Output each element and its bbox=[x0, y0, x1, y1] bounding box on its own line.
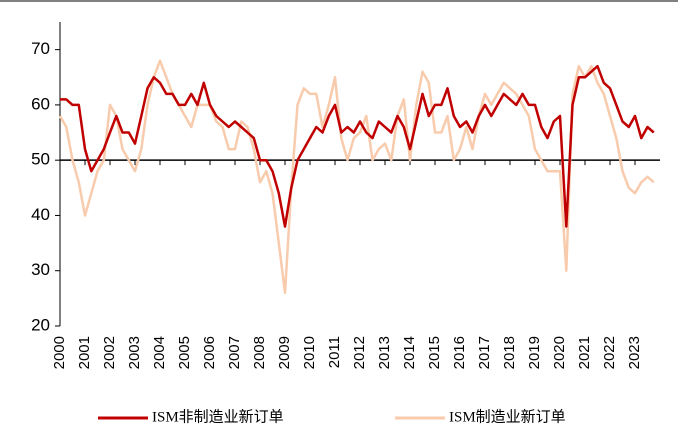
x-tick-label: 2003 bbox=[126, 336, 143, 369]
series-line bbox=[58, 59, 655, 295]
x-tick-label: 2008 bbox=[251, 336, 268, 369]
x-tick-label: 2002 bbox=[101, 336, 118, 369]
x-tick-label: 2023 bbox=[626, 336, 643, 369]
x-tick-label: 2017 bbox=[476, 336, 493, 369]
x-tick-label: 2009 bbox=[276, 336, 293, 369]
x-tick-label: 2019 bbox=[526, 336, 543, 369]
x-tick-label: 2021 bbox=[576, 336, 593, 369]
x-tick-label: 2012 bbox=[351, 336, 368, 369]
y-tick-label: 70 bbox=[31, 39, 50, 58]
x-tick-label: 2001 bbox=[76, 336, 93, 369]
x-tick-label: 2011 bbox=[326, 336, 343, 368]
x-tick-label: 2016 bbox=[451, 336, 468, 369]
x-tick-label: 2014 bbox=[401, 336, 418, 369]
y-tick-label: 60 bbox=[31, 94, 50, 113]
y-tick-label: 30 bbox=[31, 260, 50, 279]
x-tick-label: 2015 bbox=[426, 336, 443, 369]
y-tick-label: 40 bbox=[31, 205, 50, 224]
x-tick-label: 2013 bbox=[376, 336, 393, 369]
x-tick-label: 2018 bbox=[501, 336, 518, 369]
legend-label: ISM制造业新订单 bbox=[449, 408, 566, 425]
x-tick-label: 2000 bbox=[51, 336, 68, 369]
x-tick-label: 2007 bbox=[226, 336, 243, 369]
y-tick-label: 20 bbox=[31, 315, 50, 334]
series-line bbox=[60, 64, 655, 228]
x-tick-label: 2005 bbox=[176, 336, 193, 369]
x-tick-label: 2004 bbox=[151, 336, 168, 369]
x-tick-label: 2006 bbox=[201, 336, 218, 369]
x-tick-label: 2010 bbox=[301, 336, 318, 369]
legend-label: ISM非制造业新订单 bbox=[152, 408, 284, 425]
y-tick-label: 50 bbox=[31, 150, 50, 169]
x-tick-label: 2022 bbox=[601, 336, 618, 369]
x-tick-label: 2020 bbox=[551, 336, 568, 369]
